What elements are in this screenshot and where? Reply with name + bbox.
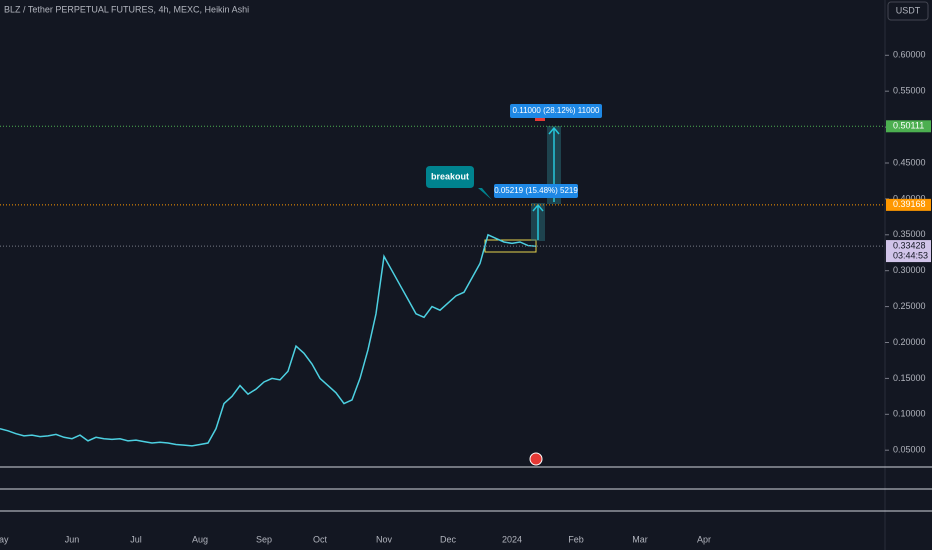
y-tick-label: 0.45000 (893, 157, 926, 167)
x-tick-label: Oct (313, 534, 328, 544)
currency-button[interactable] (887, 1, 929, 21)
x-tick-label: Apr (697, 534, 711, 544)
chart-title: BLZ / Tether PERPETUAL FUTURES, 4h, MEXC… (4, 4, 249, 14)
y-tick-label: 0.10000 (893, 409, 926, 419)
y-tick-label: 0.30000 (893, 265, 926, 275)
y-tick-label: 0.05000 (893, 445, 926, 455)
price-level-label: 0.50111 (893, 121, 924, 131)
countdown: 03:44:53 (893, 250, 928, 260)
y-tick-label: 0.20000 (893, 337, 926, 347)
measure-label-box (510, 104, 602, 118)
price-level-box (886, 120, 931, 133)
x-tick-label: Jul (130, 534, 142, 544)
price-level-box (886, 198, 931, 211)
x-tick-label: Feb (568, 534, 584, 544)
y-tick-label: 0.25000 (893, 301, 926, 311)
event-icon[interactable] (529, 452, 543, 466)
measure-label-box (494, 184, 578, 198)
y-tick-label: 0.15000 (893, 373, 926, 383)
price-level-box (886, 240, 931, 263)
x-tick-label: Jun (65, 534, 80, 544)
price-level-label: 0.33428 (893, 240, 926, 250)
measure-label: 0.11000 (28.12%) 11000 (513, 106, 600, 115)
price-level-label: 0.39168 (893, 199, 926, 209)
y-tick-label: 0.40000 (893, 193, 926, 203)
x-tick-label: 2024 (502, 534, 522, 544)
callout-text: breakout (431, 171, 469, 181)
currency-label[interactable]: USDT (896, 5, 921, 15)
y-tick-label: 0.35000 (893, 229, 926, 239)
y-tick-label: 0.55000 (893, 86, 926, 96)
y-tick-label: 0.60000 (893, 50, 926, 60)
x-tick-label: May (0, 534, 9, 544)
price-line (0, 233, 537, 447)
x-tick-label: Sep (256, 534, 272, 544)
x-tick-label: Nov (376, 534, 393, 544)
x-tick-label: Dec (440, 534, 457, 544)
x-tick-label: Mar (632, 534, 648, 544)
x-tick-label: Aug (192, 534, 208, 544)
callout (426, 166, 492, 200)
measure-label: 0.05219 (15.48%) 5219 (494, 186, 578, 195)
